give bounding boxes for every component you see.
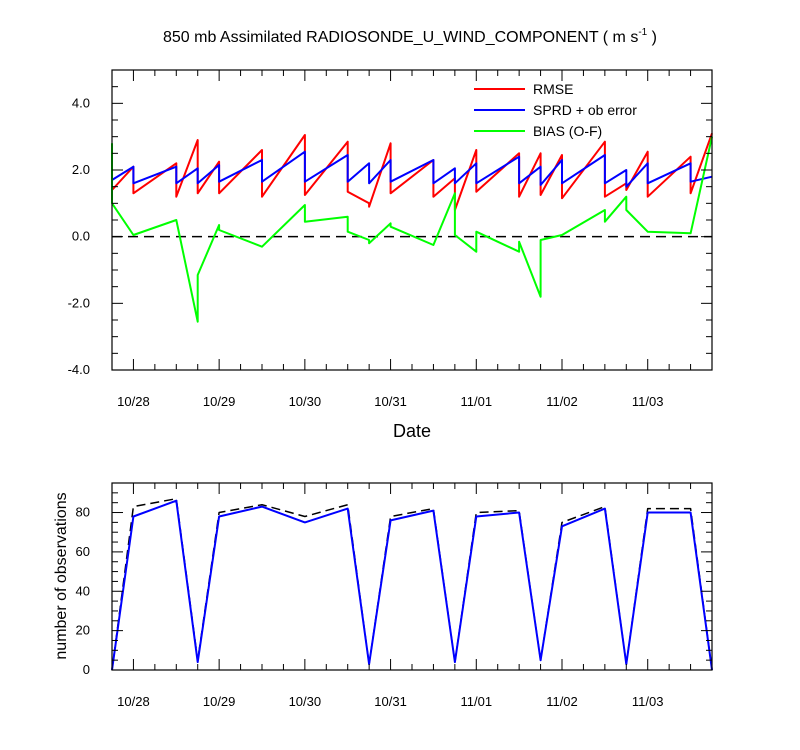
bottom-series-used — [111, 499, 713, 671]
chart-title: 850 mb Assimilated RADIOSONDE_U_WIND_COM… — [163, 27, 657, 46]
top-series-group — [111, 132, 713, 323]
bottom-y-tick-label: 20 — [76, 623, 90, 638]
bottom-chart: 0 20 40 60 80 10/28 10/29 10/30 10/31 11/01 11/02… — [53, 482, 713, 709]
legend-label-rmse: RMSE — [533, 81, 573, 97]
top-y-tick-label: 4.0 — [72, 95, 90, 110]
legend-label-bias-o-f: BIAS (O-F) — [533, 123, 602, 139]
x-axis-title: Date — [393, 421, 431, 441]
top-x-tick-label: 10/30 — [289, 394, 322, 409]
bottom-x-tick-label: 10/30 — [289, 694, 322, 709]
top-x-tick-label: 11/01 — [460, 394, 492, 409]
top-x-tick-label: 10/31 — [374, 394, 407, 409]
bottom-x-tick-label: 11/02 — [546, 694, 578, 709]
top-y-tick-label: -4.0 — [68, 362, 90, 377]
top-tick-marks — [111, 69, 713, 371]
top-x-tick-label: 10/28 — [117, 394, 150, 409]
top-y-tick-labels: -4.0 -2.0 0.0 2.0 4.0 — [68, 95, 90, 377]
bottom-y-tick-label: 60 — [76, 544, 90, 559]
bottom-y-tick-labels: 0 20 40 60 80 — [76, 505, 90, 677]
legend-label-sprd-ob-error: SPRD + ob error — [533, 102, 637, 118]
bottom-x-tick-label: 11/03 — [632, 694, 664, 709]
y-axis-title: number of observations — [53, 492, 70, 659]
bottom-x-tick-label: 10/28 — [117, 694, 150, 709]
bottom-x-tick-labels: 10/28 10/29 10/30 10/31 11/01 11/02 11/03 — [117, 694, 663, 709]
top-chart: 850 mb Assimilated RADIOSONDE_U_WIND_COM… — [68, 27, 713, 441]
top-y-tick-label: 0.0 — [72, 229, 90, 244]
bottom-y-tick-label: 40 — [76, 583, 90, 598]
top-x-tick-label: 11/03 — [632, 394, 664, 409]
bottom-x-tick-label: 10/31 — [374, 694, 407, 709]
top-y-tick-label: -2.0 — [68, 295, 90, 310]
bottom-y-tick-label: 0 — [83, 662, 90, 677]
bottom-series-group — [111, 497, 713, 671]
bottom-tick-marks — [111, 482, 713, 671]
top-y-tick-label: 2.0 — [72, 162, 90, 177]
top-x-tick-label: 11/02 — [546, 394, 578, 409]
bottom-y-tick-label: 80 — [76, 505, 90, 520]
top-series-bias-o-f — [111, 136, 713, 323]
top-series-sprd-ob-error — [111, 150, 713, 188]
top-x-tick-label: 10/29 — [203, 394, 236, 409]
legend: RMSE SPRD + ob error BIAS (O-F) — [474, 81, 637, 139]
top-x-tick-labels: 10/28 10/29 10/30 10/31 11/01 11/02 11/03 — [117, 394, 663, 409]
bottom-x-tick-label: 10/29 — [203, 694, 236, 709]
bottom-x-tick-label: 11/01 — [460, 694, 492, 709]
